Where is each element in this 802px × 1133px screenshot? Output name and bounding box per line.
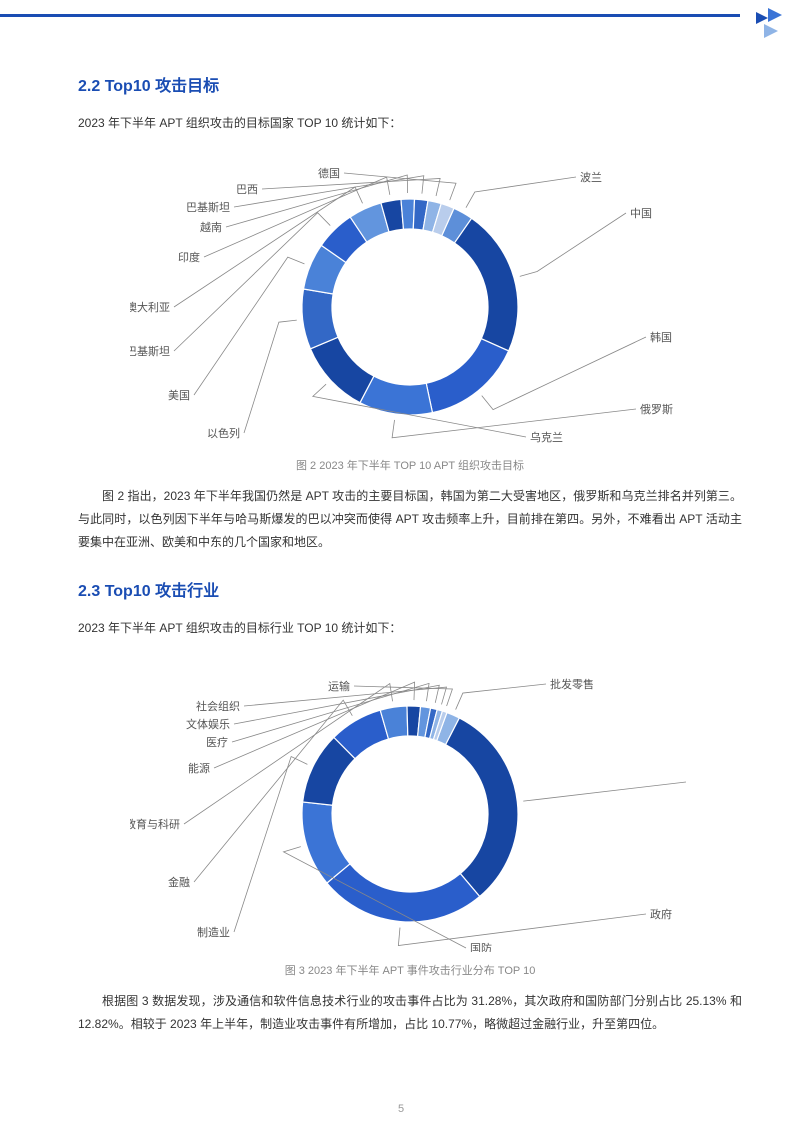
donut-slice <box>302 289 338 349</box>
leader-line <box>262 178 440 196</box>
slice-label: 澳大利亚 <box>130 300 170 314</box>
section-22-paragraph: 图 2 指出，2023 年下半年我国仍然是 APT 攻击的主要目标国，韩国为第二… <box>78 485 742 553</box>
slice-label: 国防 <box>470 941 492 952</box>
donut-slice <box>327 864 480 922</box>
section-22-intro: 2023 年下半年 APT 组织攻击的目标国家 TOP 10 统计如下： <box>78 114 742 131</box>
slice-label: 波兰 <box>580 171 602 184</box>
section-23-paragraph: 根据图 3 数据发现，涉及通信和软件信息技术行业的攻击事件占比为 31.28%，… <box>78 990 742 1036</box>
slice-label: 金融 <box>168 875 190 889</box>
section-title-23: 2.3 Top10 攻击行业 <box>78 577 742 601</box>
slice-label: 能源 <box>188 761 210 775</box>
slice-label: 巴基斯坦 <box>130 344 170 358</box>
slice-label: 美国 <box>168 389 190 402</box>
donut-chart-industries: 批发零售通信及软件信息技术服务政府国防制造业金融教育与科研能源医疗文体娱乐社会组… <box>130 652 690 952</box>
donut-slice <box>426 339 508 413</box>
header-bar <box>0 14 740 17</box>
leader-line <box>194 257 304 395</box>
slice-label: 印度 <box>178 250 200 264</box>
leader-line <box>466 177 576 208</box>
slice-label: 医疗 <box>206 735 228 749</box>
slice-label: 以色列 <box>207 426 240 440</box>
header-deco-icon <box>750 6 790 42</box>
donut-chart-countries: 波兰中国韩国俄罗斯乌克兰以色列美国巴基斯坦澳大利亚印度越南巴基斯坦巴西德国 <box>130 147 690 447</box>
slice-label: 巴西 <box>236 184 258 196</box>
leader-line <box>244 320 297 433</box>
slice-label: 社会组织 <box>196 699 240 713</box>
chart-23-caption: 图 3 2023 年下半年 APT 事件攻击行业分布 TOP 10 <box>78 962 742 978</box>
slice-label: 文体娱乐 <box>186 717 230 731</box>
donut-slice <box>401 199 415 229</box>
section-title-22: 2.2 Top10 攻击目标 <box>78 72 742 96</box>
leader-line <box>523 782 686 801</box>
slice-label: 中国 <box>630 207 652 220</box>
chart-22-wrap: 波兰中国韩国俄罗斯乌克兰以色列美国巴基斯坦澳大利亚印度越南巴基斯坦巴西德国 <box>130 147 690 447</box>
slice-label: 运输 <box>328 679 350 693</box>
slice-label: 巴基斯坦 <box>186 200 230 214</box>
leader-line <box>456 684 546 710</box>
slice-label: 越南 <box>200 220 222 234</box>
slice-label: 俄罗斯 <box>640 403 673 416</box>
slice-label: 制造业 <box>197 925 230 939</box>
chart-23-wrap: 批发零售通信及软件信息技术服务政府国防制造业金融教育与科研能源医疗文体娱乐社会组… <box>130 652 690 952</box>
section-23-intro: 2023 年下半年 APT 组织攻击的目标行业 TOP 10 统计如下： <box>78 619 742 636</box>
donut-slice <box>446 718 518 897</box>
slice-label: 韩国 <box>650 330 672 344</box>
leader-line <box>354 686 452 706</box>
donut-slice <box>310 337 373 402</box>
slice-label: 德国 <box>318 166 340 180</box>
page-number: 5 <box>0 1103 802 1115</box>
donut-slice <box>455 218 518 351</box>
leader-line <box>520 213 626 276</box>
slice-label: 政府 <box>650 907 672 921</box>
slice-label: 批发零售 <box>550 677 594 691</box>
page-content: 2.2 Top10 攻击目标 2023 年下半年 APT 组织攻击的目标国家 T… <box>78 72 742 1036</box>
slice-label: 教育与科研 <box>130 817 180 831</box>
chart-22-caption: 图 2 2023 年下半年 TOP 10 APT 组织攻击目标 <box>78 457 742 473</box>
slice-label: 乌克兰 <box>530 430 563 444</box>
